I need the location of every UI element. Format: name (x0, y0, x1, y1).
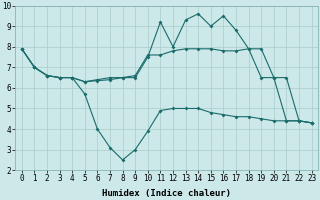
X-axis label: Humidex (Indice chaleur): Humidex (Indice chaleur) (102, 189, 231, 198)
